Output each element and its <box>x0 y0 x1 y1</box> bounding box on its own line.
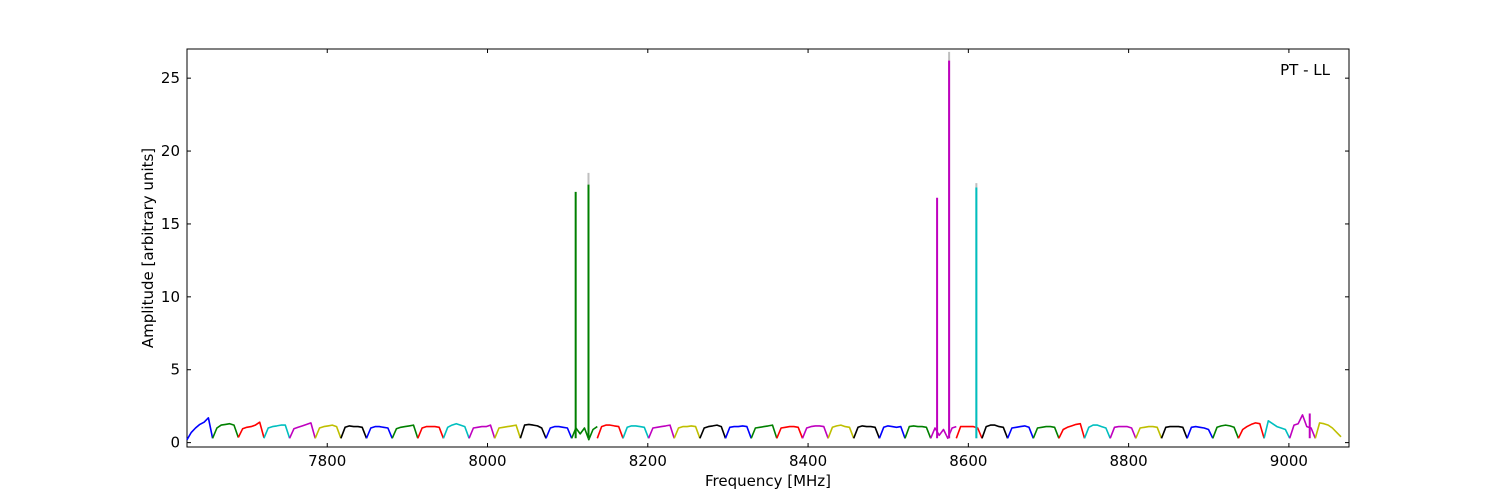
channel-line <box>1032 425 1060 439</box>
channel-line <box>417 425 445 439</box>
channel-line <box>263 424 291 439</box>
channel-line <box>929 425 957 440</box>
channel-line <box>493 424 522 439</box>
channel-line <box>904 425 932 439</box>
channel-line <box>1083 424 1111 439</box>
x-axis: 7800 8000 8200 8400 8600 8800 9000 <box>308 49 1308 470</box>
channel-line <box>314 424 342 439</box>
plot-frame <box>186 48 1350 448</box>
x-tick-label: 9000 <box>1270 452 1308 470</box>
channel-line <box>288 422 316 439</box>
channel-line <box>724 425 752 439</box>
y-tick-label: 25 <box>161 69 180 87</box>
channel-line <box>545 425 573 439</box>
channel-line <box>468 424 496 439</box>
y-tick-label: 10 <box>161 288 180 306</box>
channel-line <box>519 423 547 439</box>
channel-line <box>647 424 675 439</box>
x-tick-label: 8800 <box>1110 452 1148 470</box>
channel-line <box>699 424 727 439</box>
channel-line <box>1135 425 1163 439</box>
x-tick-label: 8000 <box>468 452 506 470</box>
channel-line <box>827 424 855 439</box>
channel-line <box>1160 425 1188 439</box>
channel-line <box>1186 425 1214 439</box>
channel-line <box>365 425 393 439</box>
channel-line <box>1263 419 1291 439</box>
channel-line <box>852 425 881 439</box>
channel-line <box>1314 422 1342 439</box>
annotation-label: PT - LL <box>1280 61 1331 79</box>
x-tick-label: 7800 <box>308 452 346 470</box>
channel-line <box>391 424 419 439</box>
x-tick-label: 8200 <box>629 452 667 470</box>
channel-line <box>776 425 804 439</box>
channel-line <box>1109 425 1137 439</box>
channel-line <box>1288 414 1317 439</box>
channel-line <box>622 425 650 439</box>
spike-series <box>574 51 1311 439</box>
x-axis-label: Frequency [MHz] <box>705 472 831 490</box>
channel-line <box>981 424 1009 439</box>
channel-line <box>955 425 983 439</box>
x-tick-label: 8400 <box>789 452 827 470</box>
channel-line <box>1058 422 1086 439</box>
y-tick-label: 5 <box>170 361 180 379</box>
x-tick-label: 8600 <box>949 452 987 470</box>
channel-line <box>1006 425 1035 439</box>
channel-line <box>186 416 214 441</box>
channel-line <box>801 425 829 439</box>
channel-line <box>750 424 778 439</box>
y-tick-label: 15 <box>161 215 180 233</box>
channel-line <box>1237 422 1265 439</box>
channel-line <box>340 425 368 439</box>
y-tick-label: 20 <box>161 142 180 160</box>
y-axis-label: Amplitude [arbitrary units] <box>139 148 157 348</box>
channel-line <box>237 421 265 438</box>
channel-line <box>211 422 240 439</box>
channel-line <box>596 424 624 439</box>
y-tick-label: 0 <box>170 434 180 452</box>
channel-line <box>1212 424 1240 439</box>
channel-line <box>442 422 470 439</box>
y-axis: 0 5 10 15 20 25 <box>161 69 1349 452</box>
channel-line <box>673 425 701 439</box>
channel-line <box>878 425 906 439</box>
